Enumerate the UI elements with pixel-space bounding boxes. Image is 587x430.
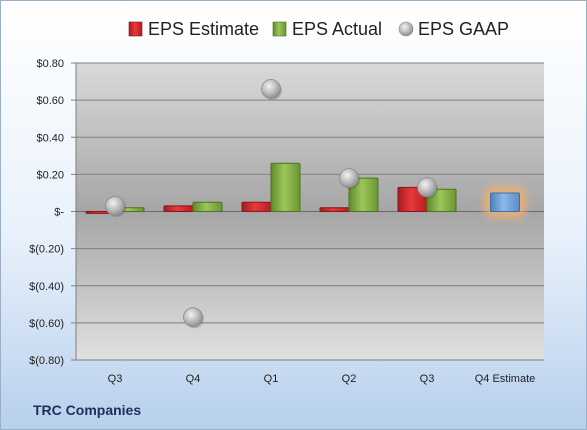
x-tick-label: Q2 (342, 373, 357, 385)
eps-gaap-marker (417, 177, 437, 198)
x-axis: Q3 Q4 Q1 Q2 Q3 Q4 Estimate (76, 211, 544, 385)
eps-estimate-bar (241, 201, 272, 212)
y-tick-label: $(0.40) (29, 281, 64, 293)
eps-actual-bar (192, 201, 223, 212)
gaap-markers (105, 79, 438, 329)
bars (85, 162, 526, 218)
y-tick-label: $0.80 (36, 58, 64, 70)
gridlines (76, 62, 544, 361)
eps-gaap-marker (339, 168, 359, 188)
y-tick-label: $(0.20) (29, 244, 64, 256)
x-tick-label: Q3 (108, 373, 123, 385)
y-tick-label: $(0.80) (29, 355, 64, 367)
legend-label: EPS Estimate (148, 19, 259, 39)
x-tick-label: Q1 (264, 373, 279, 385)
legend-estimate-swatch (128, 21, 143, 37)
legend-gaap-swatch (398, 21, 414, 37)
company-name: TRC Companies (33, 402, 142, 418)
eps-gaap-marker (105, 196, 125, 216)
y-tick-label: $(0.60) (29, 318, 64, 330)
eps-estimate-bar (163, 205, 194, 212)
y-tick-label: $0.40 (36, 132, 64, 144)
y-axis: $0.80 $0.60 $0.40 $0.20 $- $(0.20) $(0.40) $(0.… (29, 58, 77, 367)
legend-actual-swatch (272, 21, 287, 37)
eps-projection-bar (490, 192, 520, 212)
eps-actual-bar (348, 177, 379, 212)
eps-actual-bar (426, 188, 457, 213)
eps-actual-bar (270, 162, 301, 213)
x-tick-label: Q3 (420, 373, 435, 385)
eps-gaap-marker (261, 79, 281, 99)
x-tick-label: Q4 Estimate (475, 373, 536, 385)
eps-estimate-bar (319, 207, 350, 213)
x-tick-label: Q4 (186, 373, 201, 385)
eps-gaap-marker (183, 307, 203, 328)
y-tick-label: $- (54, 207, 64, 219)
y-tick-label: $0.20 (36, 169, 64, 181)
legend-label: EPS GAAP (418, 19, 509, 39)
legend: EPS Estimate EPS Actual EPS GAAP (128, 19, 509, 39)
y-tick-label: $0.60 (36, 95, 64, 107)
legend-label: EPS Actual (292, 19, 382, 39)
